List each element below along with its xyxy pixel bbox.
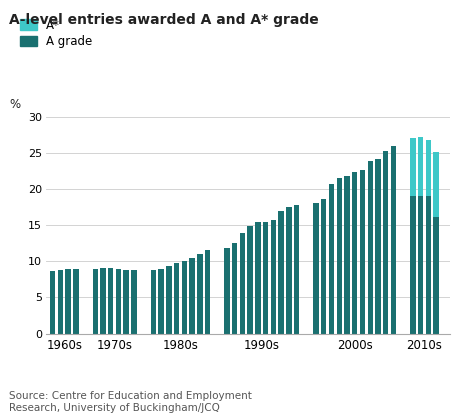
Bar <box>328 184 333 334</box>
Bar <box>375 159 380 334</box>
Bar <box>313 203 318 334</box>
Bar <box>131 270 137 334</box>
Bar <box>409 138 415 196</box>
Bar <box>239 233 244 334</box>
Bar <box>359 170 364 334</box>
Bar <box>320 199 326 334</box>
Bar <box>382 151 388 334</box>
Bar <box>409 196 415 334</box>
Legend: A*, A grade: A*, A grade <box>20 19 92 48</box>
Bar <box>92 269 98 334</box>
Bar <box>432 216 438 334</box>
Bar <box>336 178 341 334</box>
Bar <box>425 140 430 196</box>
Bar <box>390 146 395 334</box>
Bar <box>108 268 113 334</box>
Bar <box>50 271 55 334</box>
Bar <box>263 221 268 334</box>
Bar <box>232 243 237 334</box>
Bar <box>432 152 438 216</box>
Bar <box>100 268 106 334</box>
Bar <box>204 251 210 334</box>
Bar <box>294 205 299 334</box>
Bar <box>181 261 187 334</box>
Bar <box>123 270 129 334</box>
Text: %: % <box>9 98 20 111</box>
Bar <box>224 248 229 334</box>
Bar <box>425 196 430 334</box>
Bar <box>278 211 283 334</box>
Bar <box>351 172 357 334</box>
Bar <box>115 269 121 334</box>
Text: Source: Centre for Education and Employment
Research, University of Buckingham/J: Source: Centre for Education and Employm… <box>9 391 251 413</box>
Bar <box>57 270 63 334</box>
Bar <box>417 137 422 196</box>
Bar <box>270 220 275 334</box>
Bar <box>166 266 171 334</box>
Bar <box>367 161 372 334</box>
Bar <box>255 222 260 334</box>
Bar <box>286 207 291 334</box>
Bar <box>65 269 71 334</box>
Bar <box>247 226 252 334</box>
Bar <box>73 269 78 334</box>
Bar <box>417 196 422 334</box>
Bar <box>197 254 202 334</box>
Text: A-level entries awarded A and A* grade: A-level entries awarded A and A* grade <box>9 13 319 27</box>
Bar <box>158 269 163 334</box>
Bar <box>344 176 349 334</box>
Bar <box>150 270 156 334</box>
Bar <box>189 259 194 334</box>
Bar <box>174 264 179 334</box>
